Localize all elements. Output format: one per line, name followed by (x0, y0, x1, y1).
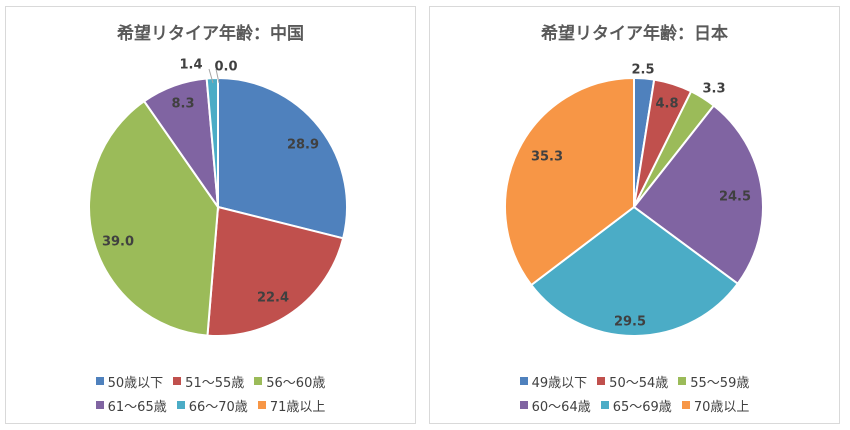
legend-label: 56～60歳 (266, 375, 326, 391)
data-label: 8.3 (171, 97, 194, 112)
legend-item: 60～64歳 (519, 396, 591, 415)
legend-row: 49歳以下 50～54歳 55～59歳 (430, 369, 839, 393)
leader-line (208, 68, 214, 84)
legend-swatch (176, 401, 185, 409)
legend-swatch (173, 377, 182, 385)
data-label: 1.4 (179, 58, 202, 73)
legend-item: 71歳以上 (257, 396, 326, 415)
pie-slice (529, 205, 740, 338)
legend-japan: 49歳以下 50～54歳 55～59歳 60～64歳 65～69歳 70歳以上 (430, 369, 839, 417)
legend-swatch (95, 377, 104, 385)
pie-slice (206, 205, 345, 337)
legend-item: 50～54歳 (597, 372, 668, 391)
chart-title: 希望リタイア年齢：日本 (541, 24, 728, 44)
legend-row: 50歳以下 51～55歳 56～60歳 (6, 369, 415, 393)
legend-row: 61～65歳 66～70歳 71歳以上 (6, 393, 415, 417)
data-label: 4.8 (655, 97, 678, 112)
legend-item: 70歳以上 (681, 396, 750, 415)
chart-china: 希望リタイア年齢：中国 28.9 22.4 39.0 8.3 1.4 0.0 50歳以下 5… (5, 6, 416, 424)
legend-item: 55～59歳 (678, 372, 749, 391)
legend-item: 66～70歳 (176, 396, 248, 415)
data-label: 29.5 (614, 315, 646, 330)
legend-item: 56～60歳 (254, 372, 325, 391)
legend-swatch (95, 401, 104, 409)
legend-item: 51～55歳 (173, 372, 244, 391)
data-label: 0.0 (214, 60, 237, 75)
data-label: 24.5 (719, 190, 751, 205)
legend-swatch (254, 377, 263, 385)
pie-slice (504, 76, 635, 287)
legend-label: 49歳以下 (531, 375, 588, 391)
legend-item: 49歳以下 (519, 372, 588, 391)
legend-swatch (681, 401, 690, 409)
legend-swatch (257, 401, 266, 409)
pie-chart-japan: 2.5 4.8 3.3 24.5 29.5 35.3 (504, 63, 765, 338)
legend-item: 50歳以下 (95, 372, 164, 391)
legend-label: 65～69歳 (612, 399, 672, 415)
legend-label: 71歳以上 (269, 399, 326, 415)
chart-japan: 希望リタイア年齢：日本 2.5 4.8 3.3 24.5 29.5 35.3 49歳以下 5… (429, 6, 840, 424)
legend-label: 50～54歳 (609, 375, 669, 391)
legend-item: 61～65歳 (95, 396, 167, 415)
legend-swatch (519, 401, 528, 409)
data-label: 39.0 (102, 235, 134, 250)
legend-china: 50歳以下 51～55歳 56～60歳 61～65歳 66～70歳 71歳以上 (6, 369, 415, 417)
pie-chart-china: 28.9 22.4 39.0 8.3 1.4 0.0 (88, 58, 348, 337)
pie-slice (632, 104, 765, 286)
chart-title: 希望リタイア年齢：中国 (117, 24, 304, 44)
legend-label: 60～64歳 (531, 399, 591, 415)
data-label: 3.3 (702, 82, 725, 97)
legend-label: 51～55歳 (185, 375, 245, 391)
legend-item: 65～69歳 (600, 396, 672, 415)
data-label: 22.4 (257, 291, 289, 306)
legend-swatch (600, 401, 609, 409)
legend-label: 61～65歳 (107, 399, 167, 415)
data-label: 2.5 (631, 63, 654, 78)
legend-label: 70歳以上 (693, 399, 750, 415)
data-label: 35.3 (531, 150, 563, 165)
legend-label: 66～70歳 (188, 399, 248, 415)
data-label: 28.9 (287, 138, 319, 153)
legend-label: 50歳以下 (107, 375, 164, 391)
leader-line (215, 68, 220, 84)
legend-label: 55～59歳 (690, 375, 750, 391)
legend-swatch (678, 377, 687, 385)
legend-row: 60～64歳 65～69歳 70歳以上 (430, 393, 839, 417)
pie-slice (88, 99, 220, 337)
pie-slice (217, 76, 348, 240)
legend-swatch (597, 377, 606, 385)
legend-swatch (519, 377, 528, 385)
